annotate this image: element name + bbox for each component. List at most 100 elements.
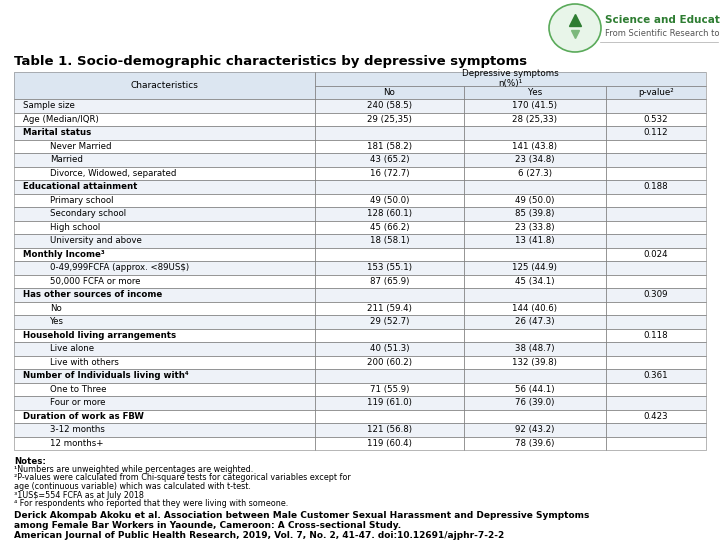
Text: Table 1. Socio-demographic characteristics by depressive symptoms: Table 1. Socio-demographic characteristi… [14,56,527,69]
Bar [606,220,706,234]
Bar [606,234,706,247]
Bar [606,288,706,301]
Bar [464,328,606,342]
Bar [14,207,315,220]
Bar [606,99,706,112]
Text: University and above: University and above [50,237,142,245]
Bar [464,247,606,261]
Bar [606,261,706,274]
Bar [464,382,606,396]
Bar [606,139,706,153]
Text: 45 (66.2): 45 (66.2) [369,222,409,232]
Bar [464,85,606,99]
Bar [606,180,706,193]
Bar [315,288,464,301]
Bar [464,423,606,436]
Bar [315,369,464,382]
Bar [14,99,315,112]
Bar [14,315,315,328]
Bar [606,85,706,99]
Bar [14,207,315,220]
Text: 119 (60.4): 119 (60.4) [367,438,412,448]
Bar [315,315,464,328]
Bar [315,409,464,423]
Bar [14,396,315,409]
Text: 3-12 months: 3-12 months [50,426,105,434]
Bar [315,112,464,126]
Bar [464,126,606,139]
Bar [14,288,315,301]
Bar [14,288,315,301]
Text: 76 (39.0): 76 (39.0) [515,399,554,407]
Bar [315,126,464,139]
Bar [464,166,606,180]
Text: 144 (40.6): 144 (40.6) [512,303,557,313]
Text: 49 (50.0): 49 (50.0) [515,195,554,205]
Bar [14,342,315,355]
Bar [14,436,315,450]
Bar [315,247,464,261]
Bar [464,193,606,207]
Text: 71 (55.9): 71 (55.9) [370,384,409,394]
Text: 121 (56.8): 121 (56.8) [367,426,412,434]
Bar [315,261,464,274]
Bar [464,126,606,139]
Text: p-value²: p-value² [638,87,674,97]
Bar [315,166,464,180]
Text: ³1US$=554 FCFA as at July 2018: ³1US$=554 FCFA as at July 2018 [14,490,144,500]
Bar [315,85,464,99]
Bar [606,112,706,126]
Text: 240 (58.5): 240 (58.5) [367,102,412,110]
Bar [14,220,315,234]
Text: Married: Married [50,156,83,164]
Text: among Female Bar Workers in Yaounde, Cameroon: A Cross-sectional Study.: among Female Bar Workers in Yaounde, Cam… [14,521,401,530]
Bar [315,355,464,369]
Text: 0.112: 0.112 [644,128,668,137]
Text: 0.118: 0.118 [644,330,668,340]
Bar [606,288,706,301]
Bar [14,382,315,396]
Bar [464,369,606,382]
Bar [315,301,464,315]
Text: 56 (44.1): 56 (44.1) [515,384,554,394]
Text: 23 (34.8): 23 (34.8) [515,156,554,164]
Bar [464,396,606,409]
Bar [315,369,464,382]
Text: Monthly Income³: Monthly Income³ [23,249,105,259]
Bar [315,153,464,166]
Bar [464,180,606,193]
Bar [606,274,706,288]
Bar [606,166,706,180]
Bar [14,261,315,274]
Bar [14,396,315,409]
Bar [315,207,464,220]
Bar [14,126,315,139]
Text: 125 (44.9): 125 (44.9) [513,263,557,272]
Text: 0.361: 0.361 [644,372,668,380]
Text: Derick Akompab Akoku et al. Association between Male Customer Sexual Harassment : Derick Akompab Akoku et al. Association … [14,511,590,521]
Text: Primary school: Primary school [50,195,114,205]
Text: Science and Education Publishing: Science and Education Publishing [605,15,720,25]
Text: 92 (43.2): 92 (43.2) [515,426,554,434]
Text: Yes: Yes [528,87,542,97]
Text: Characteristics: Characteristics [130,81,199,90]
Bar [606,193,706,207]
Bar [464,301,606,315]
Bar [315,126,464,139]
Bar [14,112,315,126]
Bar [606,382,706,396]
Bar [606,153,706,166]
Bar [315,247,464,261]
Text: 26 (47.3): 26 (47.3) [515,317,554,326]
Text: 6 (27.3): 6 (27.3) [518,168,552,178]
Bar [606,396,706,409]
Text: Household living arrangements: Household living arrangements [23,330,176,340]
Bar [464,382,606,396]
Bar [14,436,315,450]
Bar [315,139,464,153]
Bar [14,423,315,436]
Bar [315,274,464,288]
Bar [464,369,606,382]
Bar [464,409,606,423]
Bar [606,126,706,139]
